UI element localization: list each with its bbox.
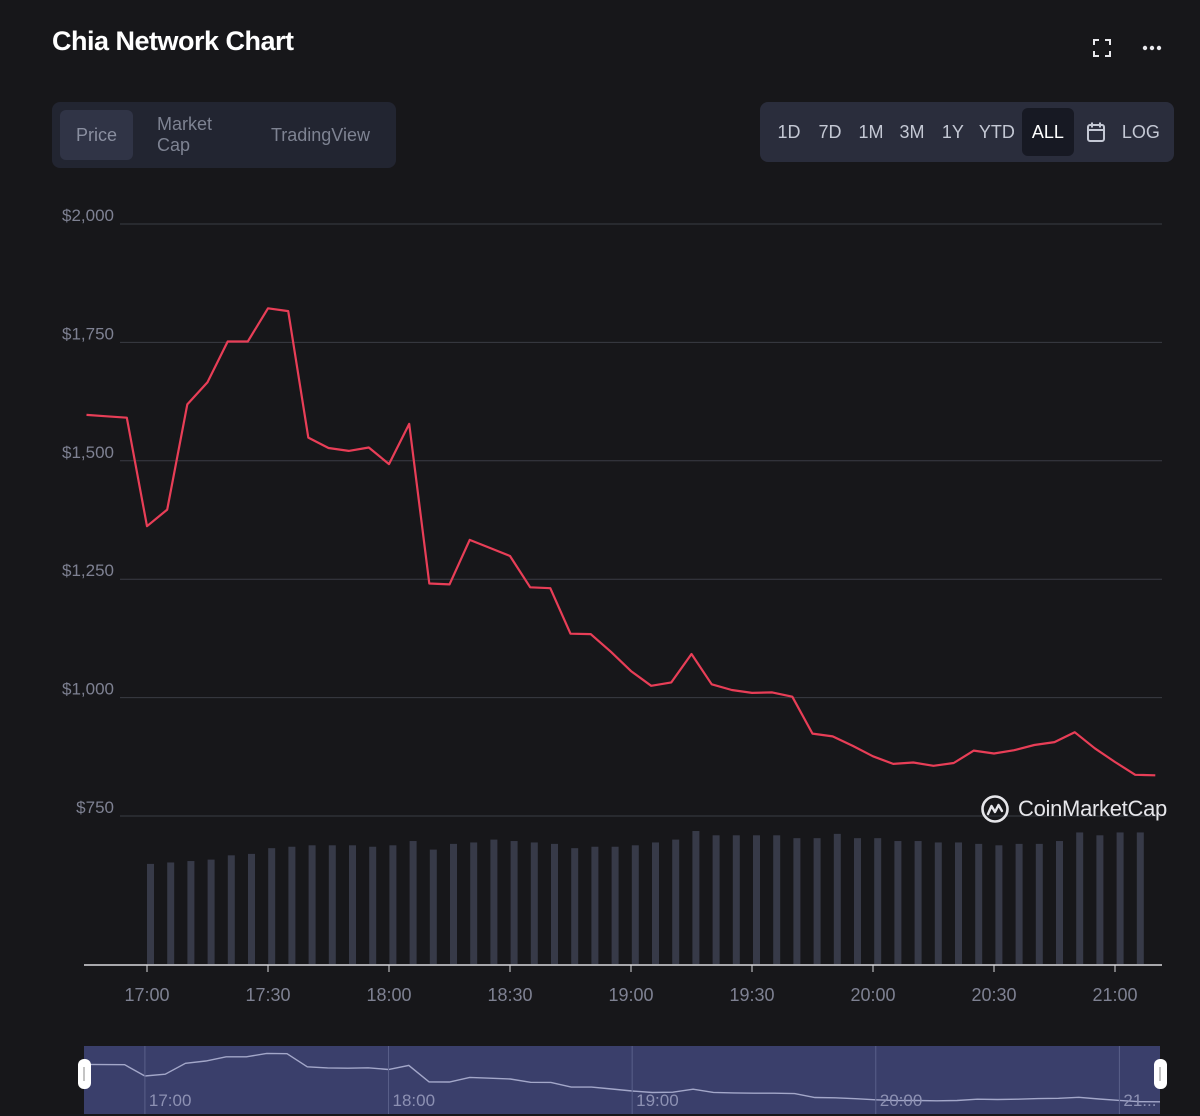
- volume-bar: [551, 843, 558, 964]
- volume-bar: [631, 845, 639, 964]
- x-tick-label: 19:00: [608, 985, 653, 1005]
- price-line: [86, 307, 1156, 777]
- volume-bar: [288, 846, 296, 964]
- x-tick-label: 20:00: [850, 985, 895, 1005]
- volume-bar: [369, 846, 377, 964]
- log-scale-button[interactable]: LOG: [1121, 121, 1160, 142]
- x-tick-label: 17:30: [245, 985, 290, 1005]
- volume-bar: [470, 842, 478, 964]
- volume-bar: [248, 853, 255, 964]
- calendar-icon[interactable]: [1077, 108, 1115, 156]
- navigator-tick-label: 21...: [1123, 1091, 1156, 1110]
- volume-bar: [652, 842, 659, 964]
- volume-bar: [874, 838, 882, 964]
- y-tick-label: $750: [76, 798, 114, 817]
- tab-tradingview[interactable]: TradingView: [270, 124, 370, 145]
- volume-bar: [732, 835, 740, 964]
- y-tick-label: $1,750: [62, 324, 114, 343]
- volume-bar: [813, 838, 821, 964]
- navigator-tick-label: 17:00: [149, 1091, 192, 1110]
- watermark-text: CoinMarketCap: [1018, 796, 1167, 821]
- range-all-button[interactable]: ALL: [1021, 108, 1074, 156]
- page-title: Chia Network Chart: [52, 26, 294, 56]
- y-tick-label: $1,250: [62, 561, 114, 580]
- x-tick-label: 17:00: [124, 985, 169, 1005]
- volume-bar: [187, 861, 195, 964]
- volume-bar: [672, 839, 680, 964]
- chart-type-tabs: Price Market Cap TradingView: [52, 102, 396, 168]
- range-3m-button[interactable]: 3M: [899, 121, 925, 142]
- range-1y-button[interactable]: 1Y: [941, 121, 964, 142]
- volume-bar: [1136, 832, 1144, 964]
- volume-bar: [1015, 843, 1023, 964]
- volume-bar: [975, 843, 983, 964]
- volume-bar: [308, 845, 316, 964]
- volume-bar: [268, 848, 276, 964]
- range-7d-button[interactable]: 7D: [818, 121, 842, 142]
- x-tick-label: 18:30: [487, 985, 532, 1005]
- volume-bar: [1076, 832, 1084, 964]
- navigator-line: [83, 1052, 1161, 1103]
- volume-bar: [955, 842, 962, 964]
- volume-bar: [894, 841, 902, 964]
- volume-bar: [854, 838, 861, 964]
- time-range-selector: 1D 7D 1M 3M 1Y YTD ALL LOG: [760, 102, 1174, 162]
- navigator-tick-label: 19:00: [636, 1091, 679, 1110]
- volume-bar: [611, 846, 619, 964]
- volume-bar: [510, 841, 518, 964]
- volume-bar: [530, 842, 538, 964]
- tab-price[interactable]: Price: [60, 110, 134, 160]
- volume-bar: [450, 843, 457, 964]
- navigator-tick-label: 18:00: [393, 1091, 436, 1110]
- volume-bar: [1035, 843, 1043, 964]
- tab-market-cap[interactable]: Market Cap: [157, 114, 213, 155]
- y-tick-label: $1,500: [62, 443, 114, 462]
- volume-bar: [167, 862, 175, 964]
- volume-bar: [773, 835, 781, 964]
- range-1m-button[interactable]: 1M: [858, 121, 884, 142]
- volume-bar: [571, 848, 579, 964]
- volume-bar: [227, 855, 235, 964]
- x-tick-label: 20:30: [971, 985, 1016, 1005]
- volume-bar: [490, 839, 498, 964]
- volume-bar: [409, 841, 417, 964]
- volume-bar: [429, 849, 437, 964]
- volume-bar: [328, 845, 336, 964]
- volume-bar: [934, 842, 942, 964]
- y-tick-label: $1,000: [62, 680, 114, 699]
- range-1d-button[interactable]: 1D: [777, 121, 801, 142]
- volume-bar: [1056, 841, 1063, 964]
- watermark: CoinMarketCap: [980, 794, 1167, 824]
- volume-bar: [1096, 835, 1104, 964]
- volume-bar: [692, 831, 700, 964]
- volume-bar: [1116, 832, 1124, 964]
- volume-bar: [712, 835, 720, 964]
- top-icons: [1090, 36, 1164, 60]
- range-ytd-button[interactable]: YTD: [978, 121, 1015, 142]
- x-tick-label: 18:00: [366, 985, 411, 1005]
- fullscreen-icon[interactable]: [1090, 36, 1114, 60]
- volume-bar: [349, 845, 356, 964]
- volume-bar: [753, 835, 760, 964]
- volume-bar: [995, 845, 1003, 964]
- x-tick-label: 19:30: [729, 985, 774, 1005]
- volume-bar: [147, 863, 154, 964]
- volume-bar: [389, 845, 397, 964]
- x-tick-label: 21:00: [1092, 985, 1137, 1005]
- volume-bar: [833, 833, 841, 964]
- volume-bar: [591, 846, 599, 964]
- volume-bar: [207, 859, 215, 964]
- navigator-background: [84, 1046, 1160, 1114]
- more-icon[interactable]: [1140, 36, 1164, 60]
- volume-bar: [914, 841, 922, 964]
- coinmarketcap-logo-icon: [981, 795, 1009, 823]
- y-tick-label: $2,000: [62, 206, 114, 225]
- volume-bar: [793, 838, 801, 964]
- navigator-tick-label: 20:00: [880, 1091, 923, 1110]
